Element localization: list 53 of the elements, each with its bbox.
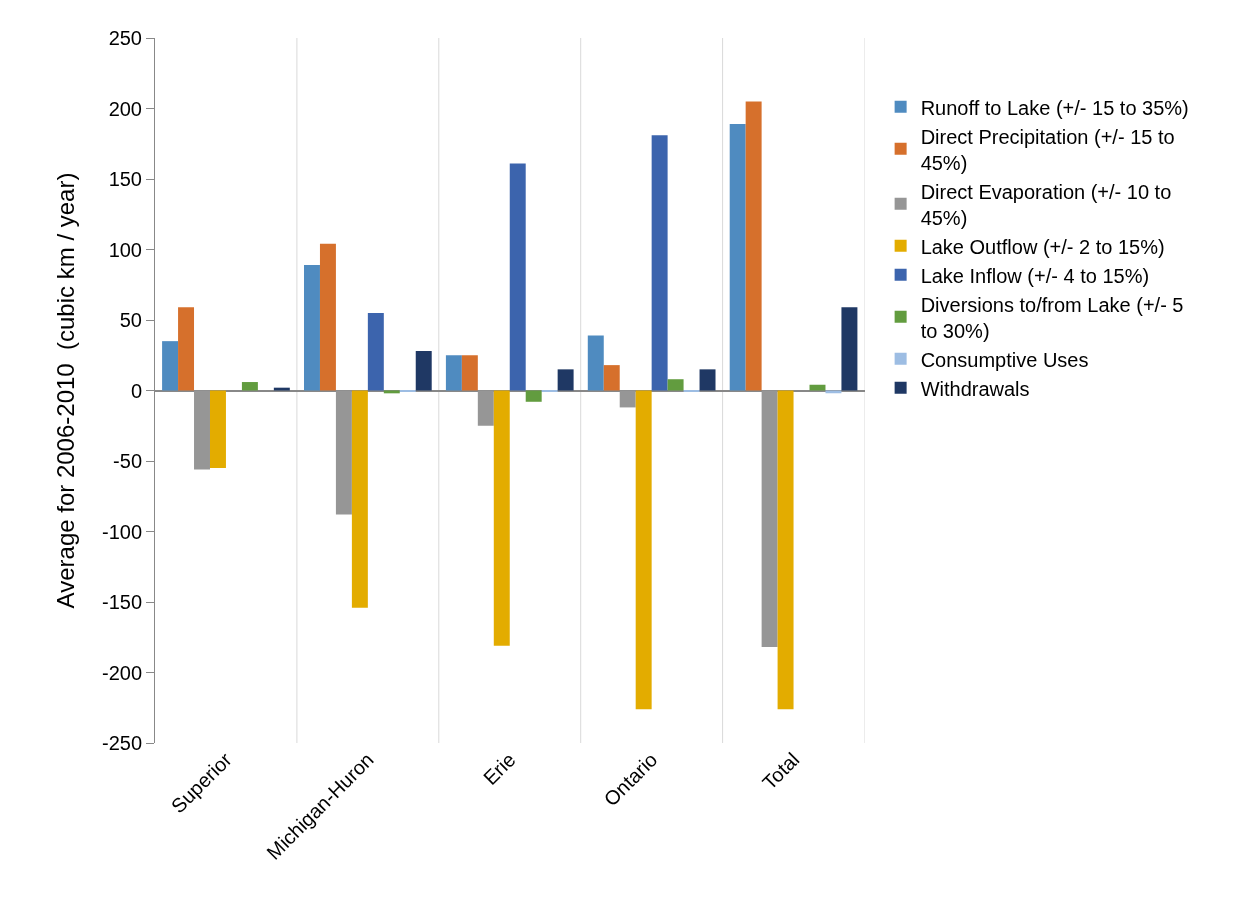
legend-label: Runoff to Lake (+/- 15 to 35%)	[920, 96, 1189, 119]
bar	[777, 390, 794, 710]
bar	[745, 101, 762, 391]
y-tick-label: 0	[130, 379, 142, 402]
legend-label: Direct Precipitation (+/- 15 to 45%)	[920, 125, 1175, 174]
bar	[603, 365, 620, 391]
bar	[557, 369, 574, 391]
bar	[619, 390, 636, 408]
legend-label: Lake Inflow (+/- 4 to 15%)	[920, 264, 1150, 287]
bar	[335, 390, 352, 515]
bar	[461, 355, 478, 391]
bar	[493, 390, 510, 646]
bar	[699, 369, 716, 391]
y-tick-label: -200	[101, 661, 142, 684]
y-axis-title: Average for 2006-2010 (cubic km / year)	[52, 172, 80, 609]
x-tick-label: Erie	[478, 748, 520, 790]
bar	[273, 387, 290, 391]
bar	[209, 390, 226, 469]
bar	[319, 243, 336, 391]
y-tick-label: 250	[108, 27, 142, 49]
bar	[761, 390, 778, 648]
legend-label: Withdrawals	[920, 377, 1030, 400]
y-tick-label: -150	[101, 591, 142, 613]
legend-label: Diversions to/from Lake (+/- 5 to 30%)	[920, 293, 1184, 342]
legend-label: Lake Outflow (+/- 2 to 15%)	[920, 235, 1165, 258]
bar	[809, 384, 826, 391]
bar	[194, 390, 210, 470]
legend-label: Direct Evaporation (+/- 10 to 45%)	[920, 180, 1172, 229]
y-tick-label: 150	[108, 168, 142, 190]
bar	[367, 312, 384, 391]
bar	[841, 307, 858, 391]
bar	[162, 341, 179, 391]
y-tick-label: -100	[101, 520, 142, 543]
bar	[729, 124, 746, 391]
y-tick-label: -250	[101, 732, 142, 754]
y-tick-label: 200	[108, 97, 142, 120]
bar	[509, 163, 526, 391]
y-tick-label: 100	[108, 238, 142, 261]
bar	[351, 390, 368, 608]
bar	[445, 355, 462, 391]
bar	[178, 307, 195, 391]
bar	[304, 265, 320, 391]
bar	[635, 390, 652, 710]
bar	[587, 335, 604, 391]
y-tick-label: -50	[113, 450, 142, 472]
bar	[241, 382, 258, 391]
bar	[667, 379, 684, 391]
bar	[651, 135, 668, 391]
bar	[477, 390, 494, 426]
y-tick-label: 50	[119, 309, 142, 331]
bar	[525, 390, 542, 402]
legend-label: Consumptive Uses	[920, 348, 1089, 371]
bar	[415, 351, 432, 391]
